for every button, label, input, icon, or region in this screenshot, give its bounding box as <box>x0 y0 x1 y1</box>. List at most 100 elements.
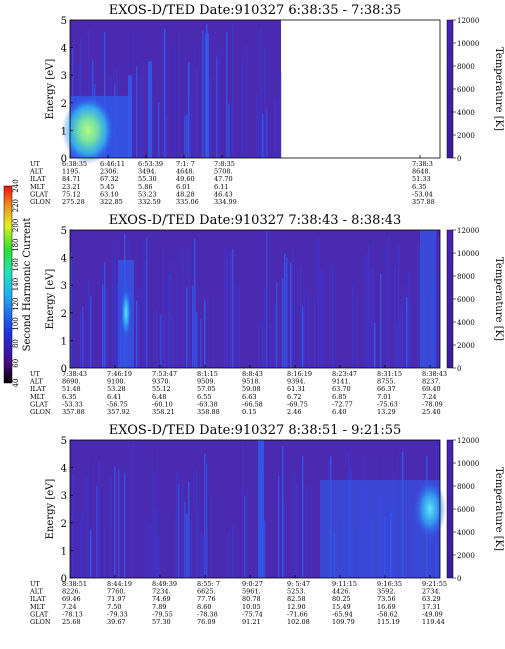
streak <box>232 25 234 158</box>
ephemeris-cell: 6.72 <box>287 393 301 401</box>
ephemeris-cell: 7760. <box>107 588 126 596</box>
streak <box>232 249 234 368</box>
streak <box>258 109 260 158</box>
ephemeris-cell: 46.43 <box>214 190 233 198</box>
hot-region <box>121 286 131 339</box>
streak <box>402 284 404 368</box>
ephemeris-cell: 71.97 <box>107 595 126 603</box>
ephemeris-row-label: ALT <box>29 588 43 596</box>
ephemeris-cell: 9370. <box>152 378 171 386</box>
ephemeris-row-label: UT <box>30 370 40 378</box>
second-harmonic-tick-label: 160 <box>12 258 20 271</box>
streak <box>196 68 198 158</box>
ephemeris-cell: 69.46 <box>62 595 81 603</box>
y-tick-label: 2 <box>61 99 67 110</box>
streak <box>82 306 84 368</box>
streak <box>282 445 284 578</box>
streak <box>102 284 104 368</box>
streak <box>282 278 284 368</box>
streak <box>228 531 230 578</box>
colorbar-label: Temperature [K] <box>493 467 504 551</box>
ephemeris-row-label: ILAT <box>30 385 46 393</box>
ephemeris-cell: 8:49:39 <box>152 580 177 588</box>
ephemeris-cell: -72.77 <box>332 400 353 408</box>
ephemeris-cell: 335.06 <box>176 198 199 206</box>
temperature-colorbar <box>446 229 454 369</box>
colorbar-tick-label: 12000 <box>457 17 479 25</box>
ephemeris-cell: 9:21:55 <box>422 580 447 588</box>
ephemeris-cell: 109.79 <box>332 618 355 626</box>
y-tick-label: 4 <box>61 44 67 55</box>
ephemeris-cell: 2306. <box>100 168 119 176</box>
ephemeris-cell: 55.30 <box>138 175 157 183</box>
ephemeris-cell: 9394. <box>287 378 306 386</box>
second-harmonic-tick-label: 100 <box>12 317 20 330</box>
y-tick-label: 3 <box>61 281 67 292</box>
ephemeris-cell: 8237. <box>422 378 441 386</box>
streak <box>396 322 398 368</box>
streak <box>184 116 186 158</box>
y-tick-label: 4 <box>61 254 67 265</box>
streak <box>178 483 180 578</box>
ephemeris-cell: 7234. <box>152 588 171 596</box>
second-harmonic-tick-label: 40 <box>12 379 20 388</box>
ephemeris-cell: 53.23 <box>138 190 157 198</box>
streak <box>206 463 208 578</box>
panel-3: EXOS-D/TED Date:910327 8:38:51 - 9:21:55… <box>29 423 504 626</box>
streak <box>124 472 126 578</box>
streak <box>174 45 176 158</box>
y-tick-label: 0 <box>61 154 67 165</box>
vertical-feature <box>128 75 132 158</box>
streak <box>114 466 116 578</box>
streak <box>90 529 92 578</box>
streak <box>284 499 286 578</box>
ephemeris-cell: 57.05 <box>197 385 216 393</box>
streak <box>116 284 118 368</box>
streak <box>196 311 198 368</box>
ephemeris-cell: 8:55: 7 <box>197 580 220 588</box>
ephemeris-row-label: ALT <box>29 168 43 176</box>
streak <box>162 27 164 158</box>
ephemeris-cell: 8:31:15 <box>377 370 402 378</box>
ephemeris-cell: 47.70 <box>214 175 233 183</box>
ephemeris-cell: 25.68 <box>62 618 81 626</box>
streak <box>310 486 312 578</box>
colorbar-tick-label: 2000 <box>457 552 475 560</box>
ephemeris-cell: 8226. <box>62 588 81 596</box>
vertical-feature <box>258 440 264 578</box>
streak <box>182 483 184 578</box>
streak <box>156 510 158 578</box>
ephemeris-cell: 358.21 <box>152 408 175 416</box>
streak <box>168 273 170 368</box>
ephemeris-cell: 6.41 <box>107 393 121 401</box>
ephemeris-cell: 119.44 <box>422 618 445 626</box>
streak <box>176 270 178 368</box>
ephemeris-cell: 5.45 <box>100 183 114 191</box>
y-tick-label: 5 <box>61 16 67 27</box>
ephemeris-cell: 23.21 <box>62 183 81 191</box>
ephemeris-cell: -63.38 <box>197 400 218 408</box>
ephemeris-cell: 9:11:15 <box>332 580 357 588</box>
streak <box>264 46 266 159</box>
ephemeris-cell: 7.24 <box>62 603 76 611</box>
ephemeris-cell: 8:16:19 <box>287 370 312 378</box>
streak <box>400 305 402 368</box>
ephemeris-row-label: ILAT <box>30 175 46 183</box>
ephemeris-cell: 6.11 <box>214 183 228 191</box>
streak <box>146 516 148 578</box>
ephemeris-cell: 17.31 <box>422 603 441 611</box>
ephemeris-cell: 6.40 <box>332 408 346 416</box>
streak <box>304 289 306 368</box>
ephemeris-row-label: GLON <box>30 618 51 626</box>
second-harmonic-label: Second Harmonic Current <box>22 218 33 352</box>
streak <box>202 30 204 158</box>
streak <box>162 248 164 368</box>
streak <box>370 266 372 368</box>
streak <box>88 27 90 158</box>
streak <box>196 469 198 578</box>
ephemeris-cell: -60.10 <box>152 400 173 408</box>
ephemeris-cell: 67.32 <box>100 175 119 183</box>
plot-frame <box>69 229 441 369</box>
ephemeris-cell: 8690. <box>62 378 81 386</box>
